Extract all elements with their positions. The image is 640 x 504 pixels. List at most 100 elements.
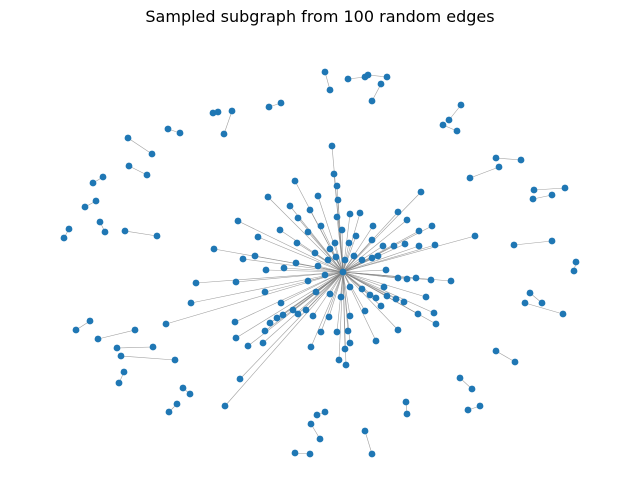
- graph-node: [291, 449, 299, 457]
- graph-node: [231, 318, 239, 326]
- graph-node: [529, 195, 537, 203]
- graph-node: [368, 236, 376, 244]
- graph-node: [344, 75, 352, 83]
- graph-node: [149, 343, 157, 351]
- graph-node: [306, 206, 314, 214]
- graph-node: [358, 256, 366, 264]
- graph-edge: [336, 271, 344, 333]
- graph-node: [432, 320, 440, 328]
- graph-node: [333, 182, 341, 190]
- graph-node: [337, 293, 345, 301]
- graph-node: [466, 174, 474, 182]
- graph-node: [561, 184, 569, 192]
- graph-edges: [63, 71, 577, 455]
- graph-node: [162, 320, 170, 328]
- graph-node: [368, 450, 376, 458]
- graph-node: [324, 256, 332, 264]
- diagram-title: Sampled subgraph from 100 random edges: [145, 7, 495, 26]
- graph-edge: [342, 271, 385, 288]
- graph-node: [492, 154, 500, 162]
- graph-node: [380, 283, 388, 291]
- graph-edge: [307, 231, 344, 273]
- graph-node: [394, 274, 402, 282]
- graph-node: [350, 252, 358, 260]
- graph-node: [326, 86, 334, 94]
- graph-node: [254, 233, 262, 241]
- graph-node: [94, 335, 102, 343]
- graph-node: [377, 80, 385, 88]
- graph-node: [332, 253, 340, 261]
- graph-node: [346, 283, 354, 291]
- graph-edge: [97, 329, 136, 340]
- graph-edge: [265, 269, 344, 273]
- graph-edge: [165, 271, 344, 325]
- graph-node: [476, 402, 484, 410]
- graph-node: [171, 356, 179, 364]
- graph-node: [453, 127, 461, 135]
- graph-node: [302, 306, 310, 314]
- graph-node: [415, 227, 423, 235]
- graph-node: [164, 125, 172, 133]
- graph-node: [341, 256, 349, 264]
- graph-node: [228, 107, 236, 115]
- graph-node: [361, 307, 369, 315]
- graph-edge: [342, 271, 377, 342]
- graph-node: [314, 192, 322, 200]
- graph-node: [89, 179, 97, 187]
- graph-node: [517, 156, 525, 164]
- graph-node: [113, 344, 121, 352]
- graph-node: [372, 337, 380, 345]
- graph-node: [331, 239, 339, 247]
- graph-edge: [533, 187, 566, 191]
- graph-node: [346, 339, 354, 347]
- graph-node: [339, 268, 347, 276]
- graph-node: [266, 319, 274, 327]
- graph-edge: [336, 216, 344, 273]
- graph-node: [333, 213, 341, 221]
- graph-node: [495, 163, 503, 171]
- graph-node: [415, 242, 423, 250]
- graph-edge: [495, 350, 516, 363]
- graph-node: [131, 326, 139, 334]
- graph-node: [72, 326, 80, 334]
- graph-node: [559, 310, 567, 318]
- graph-node: [314, 262, 322, 270]
- graph-edge: [342, 244, 436, 273]
- graph-node: [456, 374, 464, 382]
- graph-node: [333, 328, 341, 336]
- graph-node: [492, 347, 500, 355]
- graph-node: [294, 214, 302, 222]
- graph-edge: [338, 271, 344, 361]
- graph-node: [239, 255, 247, 263]
- graph-edge: [342, 235, 357, 273]
- graph-node: [383, 292, 391, 300]
- graph-node: [439, 121, 447, 129]
- graph-edge: [224, 271, 344, 407]
- graph-node: [570, 267, 578, 275]
- graph-node: [317, 328, 325, 336]
- graph-node: [328, 142, 336, 150]
- graph-node: [445, 116, 453, 124]
- graph-node: [321, 271, 329, 279]
- graph-node: [422, 293, 430, 301]
- graph-node: [346, 312, 354, 320]
- graph-node: [277, 299, 285, 307]
- graph-node: [309, 312, 317, 320]
- graph-node: [312, 288, 320, 296]
- graph-edge: [469, 166, 500, 179]
- graph-node: [338, 226, 346, 234]
- graph-node: [427, 276, 435, 284]
- graph-node: [468, 385, 476, 393]
- graph-node: [325, 313, 333, 321]
- graph-node: [262, 266, 270, 274]
- graph-node: [414, 310, 422, 318]
- graph-node: [92, 197, 100, 205]
- graph-node: [60, 234, 68, 242]
- graph-node: [511, 358, 519, 366]
- graph-edge: [195, 271, 344, 284]
- graph-edge: [342, 271, 419, 315]
- graph-edge: [296, 242, 344, 273]
- graph-node: [289, 306, 297, 314]
- graph-node: [403, 216, 411, 224]
